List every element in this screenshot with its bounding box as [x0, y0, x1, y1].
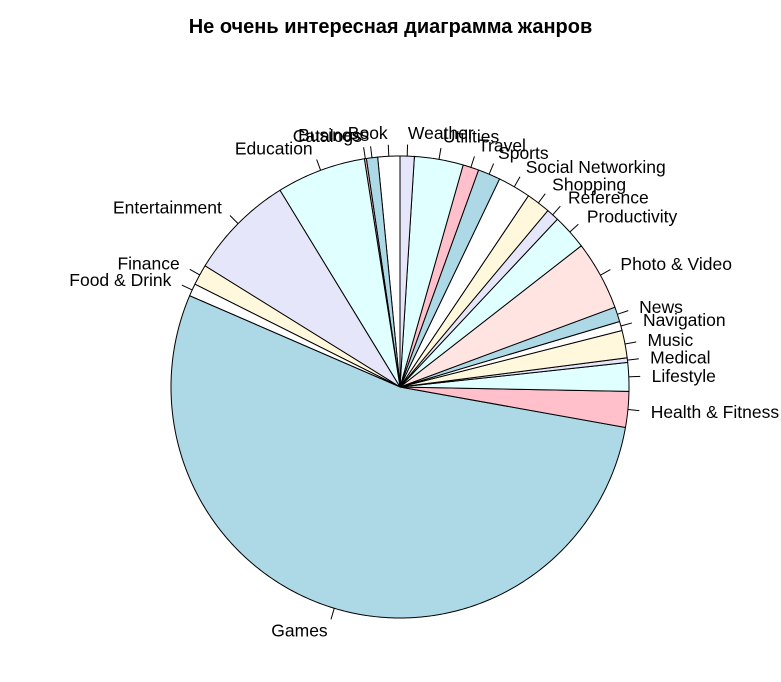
slice-label-news: News [639, 297, 683, 317]
leader-line-lifestyle [628, 375, 641, 378]
slice-label-catalogs: Catalogs [293, 126, 362, 146]
chart-title: Не очень интересная диаграмма жанров [188, 16, 593, 38]
leader-line-photo-video [600, 269, 611, 276]
leader-line-entertainment [229, 215, 239, 224]
leader-line-productivity [569, 223, 579, 233]
slice-label-entertainment: Entertainment [113, 197, 222, 217]
slice-label-productivity: Productivity [587, 207, 678, 227]
leader-line-travel [470, 156, 475, 168]
slice-label-music: Music [648, 330, 694, 350]
leader-line-games [330, 608, 335, 620]
pie-slice-weather [399, 155, 415, 388]
slice-label-medical: Medical [650, 347, 710, 367]
leader-line-medical [627, 358, 639, 361]
leader-lines [181, 144, 641, 620]
slice-label-shopping: Shopping [552, 175, 626, 195]
leader-line-health-fitness [627, 409, 640, 412]
leader-line-music [624, 341, 637, 345]
pie-slice-photo-video [399, 245, 616, 388]
slice-label-photo-video: Photo & Video [620, 254, 732, 274]
leader-line-food-drink [181, 284, 193, 291]
slice-label-business: Business [298, 125, 369, 145]
slice-label-reference: Reference [568, 188, 649, 208]
slice-label-sports: Sports [498, 143, 549, 163]
leader-line-business [370, 146, 373, 158]
leader-line-finance [189, 268, 201, 276]
slice-label-weather: Weather [408, 123, 474, 143]
slice-label-education: Education [235, 139, 313, 159]
slice-label-book: Book [348, 123, 388, 143]
slice-label-utilities: Utilities [443, 127, 500, 147]
leader-line-navigation [620, 322, 633, 327]
leader-line-sports [488, 163, 495, 175]
leader-line-news [617, 310, 629, 315]
slice-label-health-fitness: Health & Fitness [651, 402, 780, 422]
pie-slice-entertainment [204, 189, 401, 388]
leader-line-social-networking [513, 176, 521, 188]
slice-label-finance: Finance [117, 254, 179, 274]
leader-line-shopping [537, 193, 546, 204]
leader-line-reference [552, 205, 561, 216]
slice-label-games: Games [271, 620, 328, 640]
leader-line-utilities [438, 147, 442, 160]
slice-label-social-networking: Social Networking [526, 157, 666, 177]
pie-slices [170, 155, 630, 619]
slice-label-travel: Travel [478, 135, 526, 155]
slice-label-food-drink: Food & Drink [69, 270, 171, 290]
leader-line-catalogs [363, 147, 366, 159]
leader-line-book [387, 144, 390, 157]
leader-line-education [316, 159, 322, 171]
slice-label-navigation: Navigation [643, 310, 726, 330]
slice-label-lifestyle: Lifestyle [652, 366, 716, 386]
